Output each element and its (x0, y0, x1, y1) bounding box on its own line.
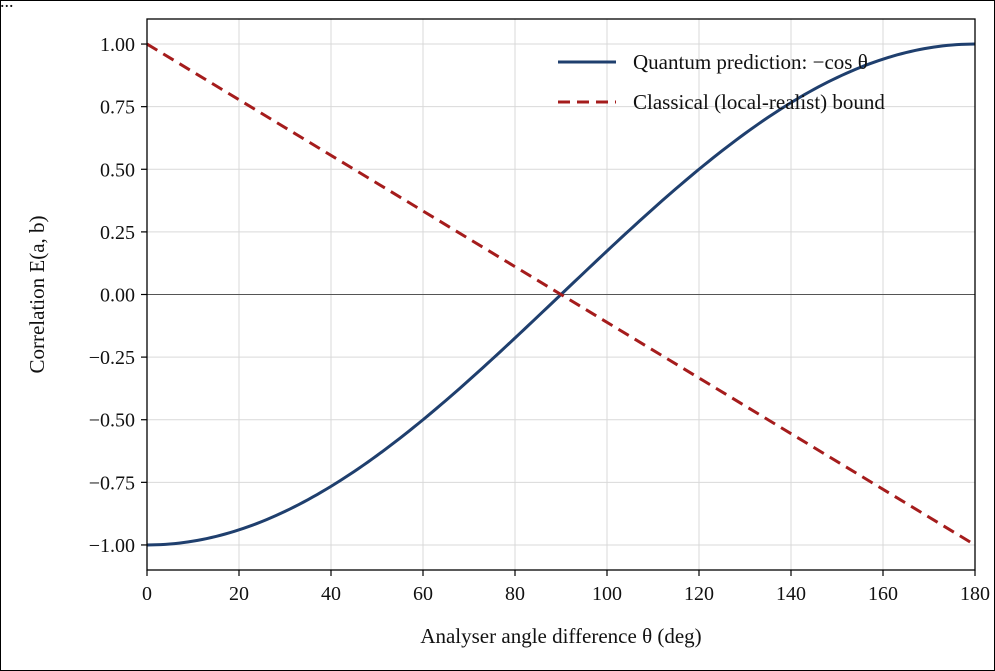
caption-fragment: ... (0, 0, 14, 11)
y-tick-label: 0.75 (100, 97, 135, 119)
y-tick-label: 0.25 (100, 222, 135, 244)
x-axis-title: Analyser angle difference θ (deg) (420, 624, 701, 648)
y-tick-label: 1.00 (100, 34, 135, 56)
x-tick-label: 160 (868, 583, 898, 605)
series-layer (146, 42, 976, 547)
y-axis-title: Correlation E(a, b) (25, 215, 49, 373)
x-tick-label: 100 (592, 583, 622, 605)
y-tick-label: 0.50 (100, 159, 135, 181)
x-tick-label: 40 (321, 583, 341, 605)
y-tick-label: −0.50 (89, 410, 135, 432)
legend-label: Quantum prediction: −cos θ (633, 50, 868, 74)
y-tick-label: 0.00 (100, 285, 135, 307)
x-tick-label: 120 (684, 583, 714, 605)
x-tick-label: 20 (229, 583, 249, 605)
y-tick-label: −0.25 (89, 347, 135, 369)
x-tick-label: 140 (776, 583, 806, 605)
tick-layer: 0 20 40 60 80 100 120 140 160 180 1.00 0.75 0.50 0.25… (89, 34, 990, 605)
legend: Quantum prediction: −cos θ Classical (loc… (558, 50, 885, 114)
x-tick-label: 180 (960, 583, 990, 605)
y-tick-label: −0.75 (89, 472, 135, 494)
y-tick-label: −1.00 (89, 535, 135, 557)
x-tick-label: 0 (142, 583, 152, 605)
x-tick-label: 80 (505, 583, 525, 605)
classical-bound-line (146, 42, 976, 547)
legend-label: Classical (local-realist) bound (633, 90, 885, 114)
x-tick-label: 60 (413, 583, 433, 605)
